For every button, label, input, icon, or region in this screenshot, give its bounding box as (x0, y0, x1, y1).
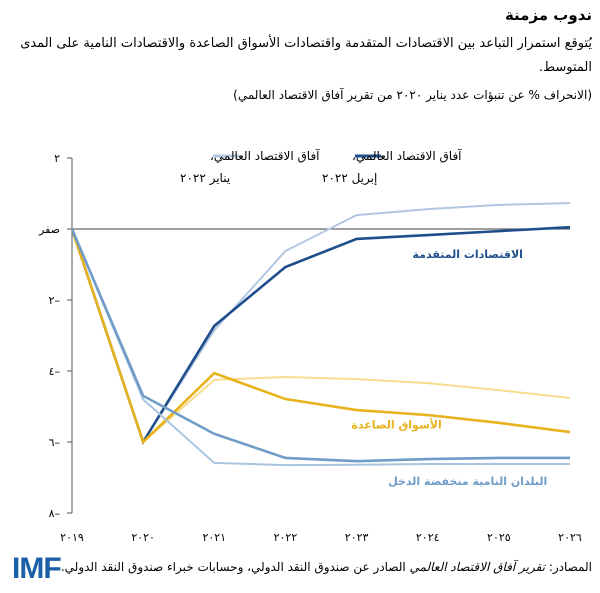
source-note: المصادر: تقرير آفاق الاقتصاد العالمي الص… (61, 560, 592, 574)
y-tick-label: صفر (38, 223, 60, 236)
x-tick-label: ٢٠٢٥ (487, 531, 511, 544)
series-line-low-income (70, 228, 570, 463)
y-tick-label: ٢– (49, 294, 60, 307)
y-tick-label: ٢ (54, 152, 60, 165)
series-annotation: الاقتصادات المتقدمة (412, 248, 522, 261)
x-tick-label: ٢٠٢١ (202, 531, 226, 544)
series-line-advanced (71, 202, 571, 445)
source-italic: تقرير آفاق الاقتصاد العالمي (409, 560, 545, 574)
series-line-emerging (70, 228, 571, 445)
series-annotation: الأسواق الصاعدة (351, 417, 441, 431)
series-line-advanced (70, 225, 571, 446)
legend-label-date: إبريل ٢٠٢٢ (322, 171, 377, 186)
series-line-emerging (71, 228, 571, 444)
x-tick-label: ٢٠٢٢ (274, 531, 298, 544)
y-tick-label: ٨– (49, 507, 60, 520)
chart-title: ندوب مزمنة (504, 6, 592, 24)
legend-label: آفاق الاقتصاد العالمي، (210, 148, 320, 163)
legend-label-date: يناير ٢٠٢٢ (180, 171, 230, 186)
x-tick-label: ٢٠٢٠ (131, 531, 155, 544)
chart-subtitle: يُتوقع استمرار التباعد بين الاقتصادات ال… (20, 36, 592, 75)
source-prefix: المصادر: (545, 560, 592, 574)
legend-label: آفاق الاقتصاد العالمي، (352, 148, 462, 163)
series-line-low-income (71, 228, 570, 467)
imf-logo: IMF (12, 552, 62, 585)
x-tick-label: ٢٠٢٤ (416, 531, 440, 544)
series-annotation: البلدان النامية منخفضة الدخل (388, 475, 547, 488)
y-tick-label: ٦– (49, 436, 60, 449)
x-tick-label: ٢٠٢٣ (345, 531, 369, 544)
source-rest: الصادر عن صندوق النقد الدولي، وحسابات خب… (60, 560, 410, 574)
x-tick-label: ٢٠٢٦ (558, 531, 582, 544)
x-tick-label: ٢٠١٩ (60, 531, 84, 544)
unit-label: (الانحراف % عن تنبؤات عدد يناير ٢٠٢٠ من … (233, 88, 592, 102)
y-tick-label: ٤– (49, 365, 60, 378)
